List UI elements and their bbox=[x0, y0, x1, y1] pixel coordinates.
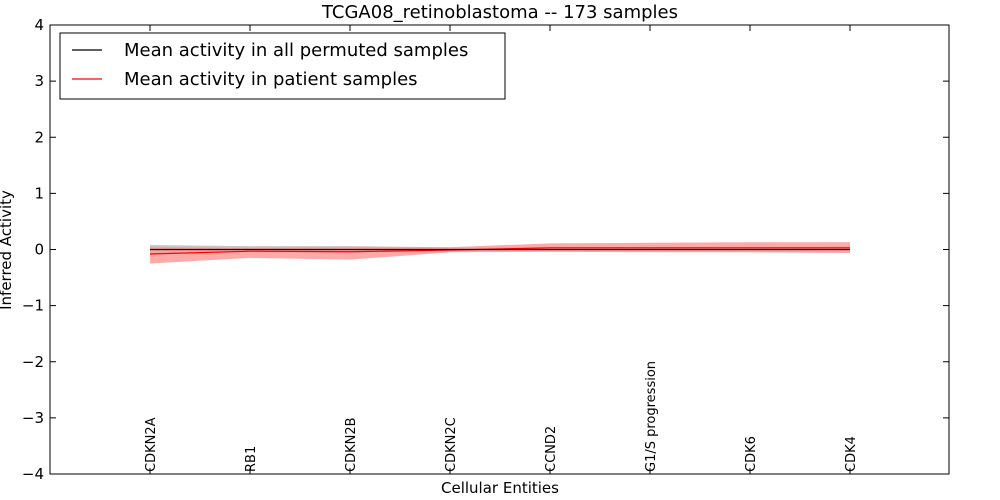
y-tick-label: 4 bbox=[34, 16, 44, 34]
band-patient bbox=[150, 242, 850, 264]
legend-box bbox=[59, 32, 506, 100]
lines-layer bbox=[149, 247, 850, 255]
y-tick-label: −4 bbox=[22, 465, 44, 483]
category-labels: CDKN2A RB1 CDKN2B CDKN2C CCND2 G1/S progressi… bbox=[144, 361, 859, 472]
x-category-label: CDKN2B bbox=[344, 417, 359, 472]
y-axis-label: Inferred Activity bbox=[0, 190, 15, 310]
y-tick-label: −2 bbox=[22, 353, 44, 371]
x-category-label: CDK4 bbox=[844, 436, 859, 472]
legend-label-permuted: Mean activity in all permuted samples bbox=[124, 40, 468, 61]
legend: Mean activity in all permuted samples Me… bbox=[59, 32, 506, 100]
y-tick-label: 0 bbox=[34, 241, 44, 259]
chart-title: TCGA08_retinoblastoma -- 173 samples bbox=[321, 2, 678, 23]
x-category-label: CDK6 bbox=[744, 436, 759, 472]
x-category-label: G1/S progression bbox=[644, 361, 659, 472]
x-axis-label: Cellular Entities bbox=[441, 479, 559, 497]
legend-label-patient: Mean activity in patient samples bbox=[124, 69, 418, 90]
y-tick-label: −3 bbox=[22, 409, 44, 427]
x-category-label: CDKN2C bbox=[444, 417, 459, 472]
x-category-label: CDKN2A bbox=[144, 417, 159, 472]
y-tick-label: 1 bbox=[34, 184, 44, 202]
x-category-label: RB1 bbox=[244, 446, 259, 472]
y-tick-label: −1 bbox=[22, 297, 44, 315]
y-axis-ticks: 4 3 2 1 0 −1 −2 −3 −4 bbox=[22, 16, 949, 483]
x-axis-ticks bbox=[149, 25, 851, 474]
y-tick-label: 2 bbox=[34, 128, 44, 146]
y-tick-label: 3 bbox=[34, 72, 44, 90]
bands-layer bbox=[150, 242, 850, 264]
x-category-label: CCND2 bbox=[544, 426, 559, 472]
